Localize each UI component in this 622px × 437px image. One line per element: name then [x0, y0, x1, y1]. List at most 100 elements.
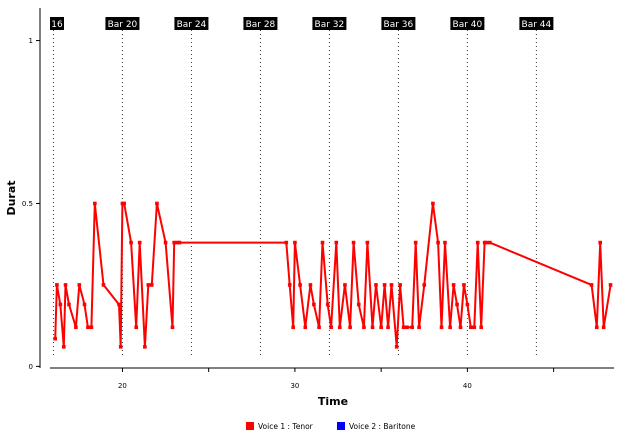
bar-label-box — [450, 17, 485, 30]
data-point — [417, 325, 421, 330]
data-point — [117, 302, 121, 307]
data-point — [298, 283, 302, 287]
data-point — [343, 283, 347, 287]
data-point — [386, 325, 390, 330]
data-point — [410, 325, 415, 330]
legend: Voice 1 : Tenor Voice 2 : Baritone — [246, 422, 416, 431]
bar-label: Bar 44 — [522, 20, 552, 30]
data-point — [475, 240, 480, 245]
data-point — [89, 325, 94, 330]
data-point — [284, 240, 289, 245]
legend-swatch — [246, 422, 254, 430]
bar-label-box — [174, 17, 209, 30]
data-point — [479, 325, 483, 330]
data-point — [93, 201, 97, 206]
bar-label-box — [312, 17, 347, 30]
data-point — [337, 325, 342, 330]
y-tick-label: 0.5 — [22, 200, 33, 208]
data-point — [413, 240, 418, 245]
x-tick-label: 20 — [118, 382, 127, 390]
data-point — [291, 325, 295, 330]
bar-label: 16 — [51, 20, 63, 30]
bar-label: Bar 20 — [108, 20, 138, 30]
bar-label: Bar 24 — [177, 20, 207, 30]
data-point — [469, 325, 473, 330]
data-point — [170, 325, 175, 330]
data-point — [394, 345, 399, 349]
data-point — [374, 283, 378, 287]
data-point — [77, 283, 82, 287]
data-point — [122, 201, 126, 206]
bar-guides-layer — [52, 30, 537, 356]
legend-label: Voice 2 : Baritone — [349, 422, 416, 431]
x-tick-label: 30 — [290, 382, 299, 390]
data-point — [101, 283, 106, 287]
data-point — [436, 240, 440, 245]
data-point — [63, 283, 68, 287]
data-point — [472, 325, 477, 330]
data-point — [598, 240, 603, 245]
data-point — [155, 201, 159, 206]
bar-label: Bar 36 — [384, 20, 414, 30]
data-point — [405, 325, 409, 330]
data-point — [351, 240, 356, 245]
data-point — [137, 240, 142, 245]
y-axis-title: Durat — [5, 180, 18, 215]
x-axis-title: Time — [318, 395, 348, 408]
bar-label-box — [243, 17, 278, 30]
data-point — [312, 302, 316, 307]
data-point — [129, 240, 133, 245]
data-point — [462, 283, 466, 287]
data-point — [287, 283, 292, 287]
data-point — [58, 302, 63, 307]
bar-label: Bar 32 — [315, 20, 345, 30]
y-tick-label: 0 — [29, 363, 33, 371]
legend-swatch — [337, 422, 345, 430]
data-point — [177, 240, 182, 245]
x-tick-label: 40 — [463, 382, 472, 390]
data-point — [134, 325, 139, 330]
data-point — [589, 283, 594, 287]
bar-label: Bar 28 — [246, 20, 276, 30]
data-point — [53, 336, 57, 341]
data-point — [465, 302, 470, 307]
data-point — [488, 240, 492, 245]
data-point — [348, 325, 352, 330]
data-point — [334, 240, 339, 245]
bar-label-box — [50, 17, 64, 30]
data-point — [484, 240, 489, 245]
series-line — [54, 202, 612, 348]
data-point — [443, 240, 447, 245]
data-point — [317, 325, 321, 330]
data-point — [303, 325, 308, 330]
data-point — [398, 283, 402, 287]
bar-label-box — [381, 17, 416, 30]
bar-label: Bar 40 — [453, 20, 483, 30]
data-point — [55, 283, 59, 287]
data-point — [82, 302, 87, 307]
data-point — [431, 201, 435, 206]
data-point — [379, 325, 383, 330]
data-point — [422, 283, 427, 287]
data-point — [365, 240, 370, 245]
data-point — [293, 240, 297, 245]
data-point — [382, 283, 387, 287]
data-point — [362, 325, 366, 330]
data-point — [329, 325, 333, 330]
data-point — [451, 283, 456, 287]
data-point — [172, 240, 176, 245]
data-point — [118, 345, 123, 349]
bar-label-box — [105, 17, 140, 30]
data-point — [61, 345, 66, 349]
data-point — [448, 325, 452, 330]
data-point — [325, 302, 330, 307]
data-point — [601, 325, 606, 330]
bar-labels-layer: 16 Bar 20 Bar 24 Bar 28 Bar 32 Bar 36 Bar 40 Ba… — [50, 17, 554, 30]
data-point — [401, 325, 406, 330]
data-point — [320, 240, 325, 245]
data-point — [146, 283, 151, 287]
data-point — [389, 283, 394, 287]
series-layer — [53, 201, 613, 349]
